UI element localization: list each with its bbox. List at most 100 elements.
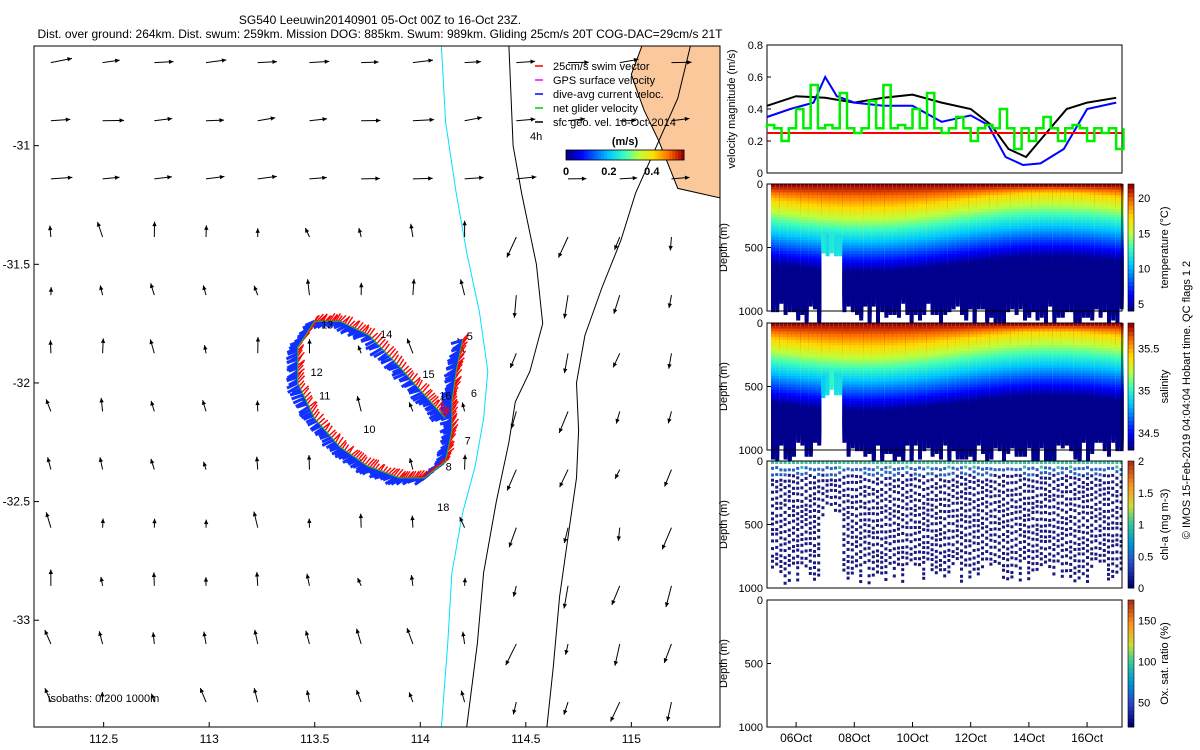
current-velocity-vector xyxy=(384,475,398,486)
geo-velocity-arrowhead xyxy=(615,418,620,424)
geo-velocity-arrowhead xyxy=(355,628,360,634)
section-sample xyxy=(976,287,981,310)
geo-velocity-arrowhead xyxy=(508,542,513,548)
section-sample xyxy=(838,234,843,257)
swim-vector xyxy=(431,395,439,404)
colorbar-swatch xyxy=(619,150,623,160)
section-sample xyxy=(842,290,847,313)
geo-velocity-arrowhead xyxy=(324,59,330,64)
track-day-label: 10 xyxy=(363,424,375,436)
colorbar-swatch xyxy=(1128,302,1134,308)
current-velocity-vector xyxy=(440,392,454,399)
geo-velocity-arrowhead xyxy=(44,630,49,636)
geo-velocity-arrowhead xyxy=(476,59,481,65)
section-sample xyxy=(1031,290,1036,313)
current-velocity-vector xyxy=(288,366,299,373)
current-velocity-vector xyxy=(441,439,451,446)
current-velocity-vector xyxy=(444,377,456,384)
section-sample xyxy=(1027,295,1032,318)
track-day-label: 6 xyxy=(471,388,477,400)
current-velocity-vector xyxy=(314,429,326,437)
geo-velocity-arrowhead xyxy=(562,313,568,319)
current-velocity-vector xyxy=(408,388,421,395)
colorbar-swatch xyxy=(610,150,614,160)
colorbar-swatch xyxy=(568,150,573,160)
geo-velocity-arrowhead xyxy=(255,400,260,406)
current-velocity-vector xyxy=(369,468,379,476)
track-day-label: 16 xyxy=(439,391,451,403)
current-velocity-vector xyxy=(334,448,346,457)
geo-velocity-arrowhead xyxy=(96,221,102,227)
section-sample xyxy=(1018,287,1023,310)
legend-time-label: 4h xyxy=(530,131,542,143)
swim-vector xyxy=(448,440,454,447)
current-velocity-vector xyxy=(291,387,302,395)
swim-vector xyxy=(297,368,305,375)
geo-velocity-arrowhead xyxy=(460,690,465,696)
swim-vector xyxy=(404,470,411,479)
swim-vector xyxy=(443,409,450,418)
swim-vector xyxy=(393,354,400,362)
section-sample xyxy=(771,290,775,313)
swim-vector xyxy=(359,324,367,332)
current-velocity-vector xyxy=(285,351,299,361)
geo-velocity-arrowhead xyxy=(611,599,616,605)
section-sample xyxy=(829,231,834,254)
current-velocity-vector xyxy=(387,476,400,486)
swim-vector xyxy=(427,392,436,400)
current-velocity-vector xyxy=(440,441,451,451)
section-sample xyxy=(1052,301,1057,324)
geo-velocity-arrowhead xyxy=(613,660,619,666)
current-velocity-vector xyxy=(412,393,426,402)
swim-vector xyxy=(360,454,367,462)
section-sample xyxy=(1044,304,1048,327)
current-velocity-vector xyxy=(399,376,411,383)
swim-vector xyxy=(432,399,440,406)
section-sample xyxy=(787,290,792,313)
section-sample xyxy=(792,434,796,457)
current-velocity-vector xyxy=(446,354,460,363)
swim-vector xyxy=(451,398,458,405)
geo-velocity-arrowhead xyxy=(67,57,72,62)
current-velocity-vector xyxy=(410,391,424,400)
section-sample xyxy=(817,423,822,446)
section-sample xyxy=(817,301,822,324)
geo-velocity-arrowhead xyxy=(374,59,379,65)
geo-velocity-arrowhead xyxy=(406,628,411,634)
section-sample xyxy=(796,420,801,443)
dive-avg-current-series xyxy=(766,74,1117,167)
swim-vector xyxy=(298,380,305,387)
section-sample xyxy=(985,301,990,324)
current-velocity-vector xyxy=(368,344,380,351)
colorbar-swatch xyxy=(580,150,585,160)
swim-vector xyxy=(324,423,331,431)
geo-velocity-arrowhead xyxy=(151,572,157,577)
colorbar-swatch xyxy=(630,150,635,160)
geo-velocity-arrowhead xyxy=(563,538,568,544)
swim-vector xyxy=(453,378,461,387)
section-sample xyxy=(1006,290,1011,313)
section-sample xyxy=(800,423,805,446)
geo-velocity-arrowhead xyxy=(408,692,413,698)
section-sample xyxy=(1023,298,1027,321)
colorbar-swatch xyxy=(1128,200,1134,206)
section-sample xyxy=(829,367,834,390)
colorbar-swatch xyxy=(1128,255,1134,261)
swim-vector xyxy=(377,463,385,471)
legend-entry: dive-avg current veloc. xyxy=(553,89,664,101)
swim-vector xyxy=(349,320,356,327)
net-glider-velocity-series xyxy=(765,83,1125,151)
velocity-y-tick-label: 0 xyxy=(757,168,763,180)
colorbar-swatch xyxy=(586,150,591,160)
current-velocity-vector xyxy=(428,409,440,416)
geo-velocity-arrowhead xyxy=(305,227,310,233)
swim-vector xyxy=(398,358,405,367)
section-sample xyxy=(1014,292,1019,315)
geo-velocity-series xyxy=(766,93,1117,159)
colorbar-swatch xyxy=(574,150,579,160)
geo-velocity-arrowhead xyxy=(100,691,105,697)
current-velocity-vector xyxy=(439,419,453,426)
current-velocity-vector xyxy=(450,338,463,346)
colorbar-swatch xyxy=(1128,234,1134,240)
section-sample xyxy=(1077,304,1082,327)
